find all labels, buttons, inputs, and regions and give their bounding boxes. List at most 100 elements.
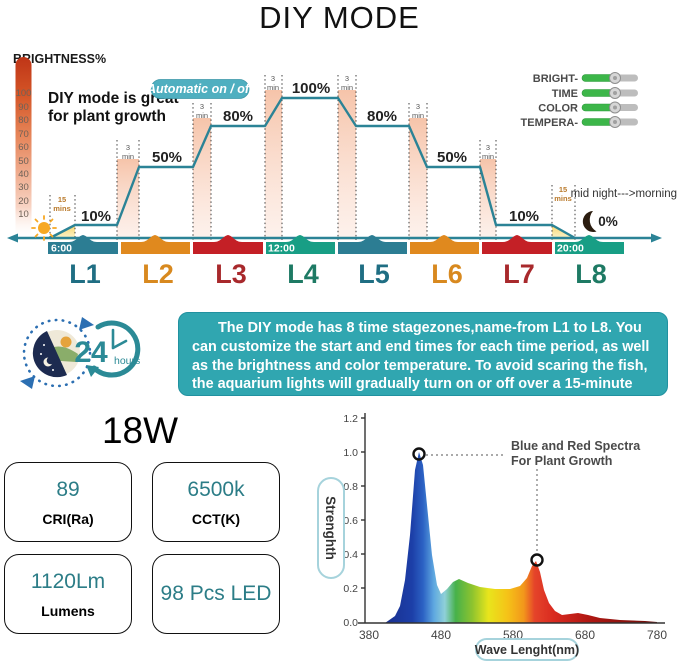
stage-bump xyxy=(69,235,97,242)
svg-text:3: 3 xyxy=(416,102,420,111)
svg-text:80%: 80% xyxy=(223,108,253,125)
time-axis xyxy=(7,233,662,243)
description-section: 24 hours The DIY mode has 8 time stagezo… xyxy=(0,308,679,411)
clock-arrow xyxy=(86,365,99,377)
stage-label-l4: L4 xyxy=(287,259,319,289)
auto-onoff-label: Automatic on / off xyxy=(146,82,255,96)
spec-box-lumens: 1120Lm Lumens xyxy=(4,554,132,634)
day-night-globe xyxy=(32,330,80,378)
stage-bump xyxy=(358,235,386,242)
svg-text:70: 70 xyxy=(18,129,29,140)
stage-bar-l8 xyxy=(555,242,624,254)
spectrum-axes xyxy=(358,413,665,624)
svg-text:60: 60 xyxy=(18,142,29,153)
svg-text:3: 3 xyxy=(345,74,349,83)
diy-mode-description-box: The DIY mode has 8 time stagezones,name-… xyxy=(178,312,668,411)
svg-text:min: min xyxy=(412,111,424,120)
svg-text:480: 480 xyxy=(431,628,451,642)
stage-bar-l4 xyxy=(266,242,335,254)
spectrum-y-ticks: 1.2 1.0 0.8 0.6 0.4 0.2 0.0 xyxy=(343,413,358,629)
svg-text:15: 15 xyxy=(58,195,66,204)
brightness-step-line xyxy=(49,96,576,240)
clock-hours-label: hours xyxy=(114,355,140,367)
time-mark-12: 12:00 xyxy=(268,243,295,255)
dotted-cycle-ring xyxy=(22,318,92,388)
svg-text:3: 3 xyxy=(271,74,275,83)
slider-knobs[interactable] xyxy=(609,72,621,128)
strength-axis-pill: Strenghth xyxy=(317,477,345,579)
stage-label-l5: L5 xyxy=(358,259,390,289)
svg-text:20: 20 xyxy=(18,196,29,207)
svg-text:0.6: 0.6 xyxy=(343,515,358,527)
led-count-value: 98 Pcs LED xyxy=(160,582,272,605)
svg-text:780: 780 xyxy=(647,628,667,642)
stage-bump xyxy=(430,235,458,242)
brightness-schedule-chart: BRIGHTNESS% 100 90 80 70 60 50 40 30 20 … xyxy=(0,40,679,305)
svg-text:10: 10 xyxy=(18,209,29,220)
stage-bump xyxy=(286,235,314,242)
diy-mode-description-text: The DIY mode has 8 time stagezones,name-… xyxy=(192,320,650,412)
brightness-ticks: 100 90 80 70 60 50 40 30 20 10 xyxy=(16,88,32,220)
stage-timeline-bar: 6:00 12:00 20:00 xyxy=(48,235,624,255)
svg-text:680: 680 xyxy=(575,628,595,642)
spectrum-area xyxy=(385,452,657,623)
stage-bar-l5 xyxy=(338,242,407,254)
wavelength-axis-pill: Wave Lenght(nm) xyxy=(475,638,579,661)
stage-label-l3: L3 xyxy=(215,259,247,289)
svg-text:50%: 50% xyxy=(437,149,467,166)
slider-labels: BRIGHT- TIME COLOR TEMPERA- xyxy=(521,73,579,129)
svg-text:0.2: 0.2 xyxy=(343,583,358,595)
svg-text:min: min xyxy=(267,83,279,92)
svg-text:80%: 80% xyxy=(367,108,397,125)
moon-icon xyxy=(582,211,597,232)
svg-text:0.8: 0.8 xyxy=(343,481,358,493)
thermometer-bar xyxy=(15,57,32,240)
mini-sun-icon xyxy=(60,336,72,348)
stage-bar-l1 xyxy=(48,242,118,254)
tagline: DIY mode is great for plant growth xyxy=(48,90,179,125)
svg-text:50%: 50% xyxy=(152,149,182,166)
page-title: DIY MODE xyxy=(259,0,420,35)
red-peak-marker xyxy=(530,553,544,567)
axis-arrow-right xyxy=(651,233,662,243)
svg-text:380: 380 xyxy=(359,628,379,642)
svg-text:30: 30 xyxy=(18,182,29,193)
svg-text:min: min xyxy=(196,111,208,120)
cycle-arrow-top xyxy=(79,317,94,330)
time-mark-20: 20:00 xyxy=(557,243,584,255)
clock-hands xyxy=(111,328,128,350)
day-night-cycle-icon: 24 hours xyxy=(20,317,140,389)
svg-text:100: 100 xyxy=(16,88,32,99)
svg-text:40: 40 xyxy=(18,169,29,180)
svg-text:mins: mins xyxy=(554,194,572,203)
wavelength-axis-label: Wave Lenght(nm) xyxy=(475,643,579,657)
svg-text:0.4: 0.4 xyxy=(343,549,358,561)
spec-box-led-count: 98 Pcs LED xyxy=(152,554,280,634)
auto-onoff-pill[interactable]: Automatic on / off xyxy=(146,79,255,99)
svg-text:For Plant Growth: For Plant Growth xyxy=(511,454,612,468)
cri-label: CRI(Ra) xyxy=(42,510,94,527)
svg-text:0.0: 0.0 xyxy=(343,617,358,629)
control-sliders: BRIGHT- TIME COLOR TEMPERA- xyxy=(521,72,638,129)
stage-bar-l7 xyxy=(482,242,552,254)
cycle-arrow-bottom xyxy=(20,376,35,389)
blue-peak-marker xyxy=(412,447,426,461)
stage-bar-l2 xyxy=(121,242,190,254)
brightness-axis-label: BRIGHTNESS% xyxy=(13,52,106,66)
transition-dotted-lines xyxy=(49,75,576,240)
svg-text:BRIGHT-: BRIGHT- xyxy=(533,73,579,85)
svg-text:min: min xyxy=(482,152,494,161)
axis-arrow-left xyxy=(7,233,18,243)
stage-label-l2: L2 xyxy=(142,259,174,289)
spec-box-cct: 6500k CCT(K) xyxy=(152,462,280,542)
spec-box-cri: 89 CRI(Ra) xyxy=(4,462,132,542)
lumens-value: 1120Lm xyxy=(30,569,106,593)
svg-text:1.0: 1.0 xyxy=(343,447,358,459)
svg-text:for plant growth: for plant growth xyxy=(48,108,166,125)
svg-text:3: 3 xyxy=(126,143,130,152)
stage-name-labels: L1 L2 L3 L4 L5 L6 L7 L8 xyxy=(69,259,607,289)
spectrum-annotation: Blue and Red Spectra For Plant Growth xyxy=(511,439,641,468)
